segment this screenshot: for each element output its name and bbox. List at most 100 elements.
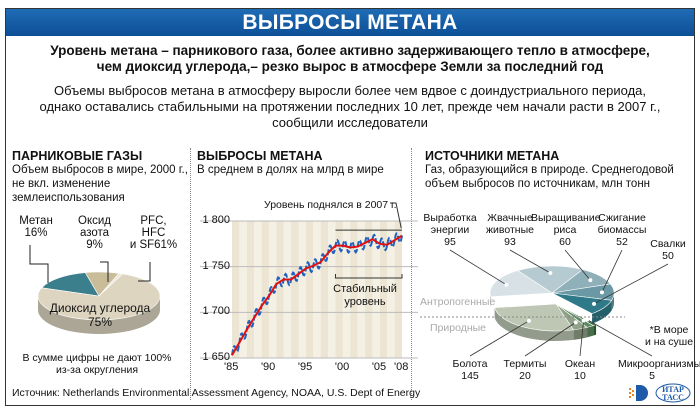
divider: [190, 148, 191, 400]
year-band: [350, 221, 358, 358]
leader-line: [100, 261, 109, 282]
monthly-series: [231, 232, 403, 356]
sources-pie-slice: [489, 270, 553, 298]
x-tick-label: '90: [260, 361, 276, 373]
year-band: [246, 221, 255, 358]
year-band: [305, 221, 314, 358]
sources-pie-slice: [551, 292, 613, 314]
line-subtitle: В среднем в долях на млрд в мире: [197, 164, 384, 176]
source-label: Сжигание биомассы 52: [597, 212, 647, 248]
x-tick-label: '85: [224, 361, 239, 373]
year-band: [387, 221, 395, 358]
lead-line-2: чем диоксид углерода,– резко вырос в атм…: [96, 59, 604, 74]
leader-line: [449, 249, 507, 286]
year-band: [298, 221, 306, 358]
annotation-stable: Стабильный уровень: [333, 283, 397, 308]
source-label: Болота 145: [452, 358, 488, 382]
sources-pie-slice: [494, 303, 575, 332]
year-band: [254, 221, 262, 358]
lead-line-1: Уровень метана – парникового газа, более…: [50, 43, 650, 58]
year-band: [365, 221, 373, 358]
leader-line: [524, 322, 576, 357]
sources-pie-slice: [517, 265, 584, 294]
leader-dot: [599, 290, 604, 295]
leader-line: [593, 263, 669, 305]
divider: [411, 148, 412, 400]
leader-line: [564, 249, 591, 281]
svg-text:ТАСС: ТАСС: [662, 393, 684, 402]
ghg-subtitle-1: Объем выбросов в мире, 2000 г.,: [12, 164, 188, 176]
y-tick-label: 1 750: [202, 259, 230, 272]
year-band: [372, 221, 380, 358]
leader-line: [601, 249, 623, 293]
year-band: [357, 221, 366, 358]
year-band: [320, 221, 329, 358]
leader-line: [469, 320, 530, 357]
leader-dot: [588, 278, 593, 283]
ghg-subtitle-2: не вкл. изменение: [12, 178, 111, 190]
source-label: Выработка энергии 95: [423, 212, 477, 248]
itar-tass-logo: ИТАР ТАСС: [628, 383, 692, 403]
sources-pie-slice-side: [592, 300, 612, 324]
stable-bracket: [334, 274, 403, 279]
sources-pie-slice-side: [573, 327, 588, 340]
leader-dot: [585, 317, 590, 322]
year-band: [394, 221, 402, 358]
year-band: [239, 221, 247, 358]
source-label: Выращивание риса 60: [531, 212, 601, 248]
source-label: Океан 10: [564, 358, 596, 382]
ghg-pie-slice: [41, 272, 100, 297]
leader-line: [509, 249, 551, 274]
y-tick-label: 1 700: [202, 305, 230, 318]
source-note: Источник: Netherlands Environmental Asse…: [12, 387, 421, 399]
svg-text:ИТАР: ИТАР: [662, 385, 684, 394]
y-tick-label: 1 650: [202, 351, 230, 363]
sources-pie-slice-side: [587, 325, 594, 338]
label-nitrous-oxide: Оксид азота 9%: [78, 215, 111, 251]
x-tick-label: '05: [371, 361, 387, 373]
y-tick-label: 1 800: [202, 214, 230, 226]
leader-dot: [504, 282, 509, 287]
year-band: [379, 221, 388, 358]
annotation-rise: Уровень поднялся в 2007 г.: [264, 199, 397, 211]
leader-line: [586, 319, 653, 357]
x-tick-label: '08: [394, 361, 409, 373]
trend-series: [231, 234, 403, 356]
page-title: ВЫБРОСЫ МЕТАНА: [6, 9, 694, 36]
sources-footnote: *В море и на суше: [644, 324, 694, 348]
year-band: [335, 221, 343, 358]
x-tick-label: '00: [334, 361, 350, 373]
year-band: [313, 221, 321, 358]
intro-line-3: сообщили исследователи: [272, 115, 428, 130]
sources-subtitle-2: объем выбросов по источникам, млн тонн: [425, 178, 651, 190]
leader-line: [579, 320, 584, 357]
leader-line: [138, 262, 151, 282]
leader-dot: [573, 320, 578, 325]
year-band: [232, 221, 240, 358]
rise-leader: [390, 202, 402, 229]
source-label: Свалки 50: [650, 238, 686, 262]
ghg-subtitle-3: землеиспользования: [12, 192, 125, 204]
label-co2: Диоксид углерода 75%: [49, 301, 151, 329]
source-label: Микроорганизмы* 5: [618, 358, 700, 382]
source-label: Жвачные животные 93: [486, 212, 534, 248]
year-band: [276, 221, 284, 358]
sources-title: ИСТОЧНИКИ МЕТАНА: [425, 149, 560, 163]
year-band: [328, 221, 336, 358]
sources-subtitle-1: Газ, образующийся в природе. Среднегодов…: [425, 164, 674, 176]
intro-line-1: Объемы выбросов метана в атмосферу вырос…: [53, 83, 647, 98]
year-band: [291, 221, 299, 358]
leader-line: [29, 245, 49, 283]
group-natural: Природные: [430, 322, 487, 334]
infographic-frame: [5, 8, 695, 406]
leader-dot: [592, 301, 597, 306]
label-fluorinated: PFC, HFC и SF61%: [129, 215, 178, 251]
leader-dot: [526, 318, 531, 323]
sources-pie-slice-side: [593, 324, 597, 336]
group-anthropogenic: Антропогенные: [420, 296, 496, 308]
label-methane: Метан 16%: [19, 215, 53, 239]
ghg-note: В сумме цифры не дают 100% из-за округлен…: [22, 352, 172, 376]
leader-dot: [581, 318, 586, 323]
line-title: ВЫБРОСЫ МЕТАНА: [197, 149, 323, 163]
year-band: [342, 221, 351, 358]
